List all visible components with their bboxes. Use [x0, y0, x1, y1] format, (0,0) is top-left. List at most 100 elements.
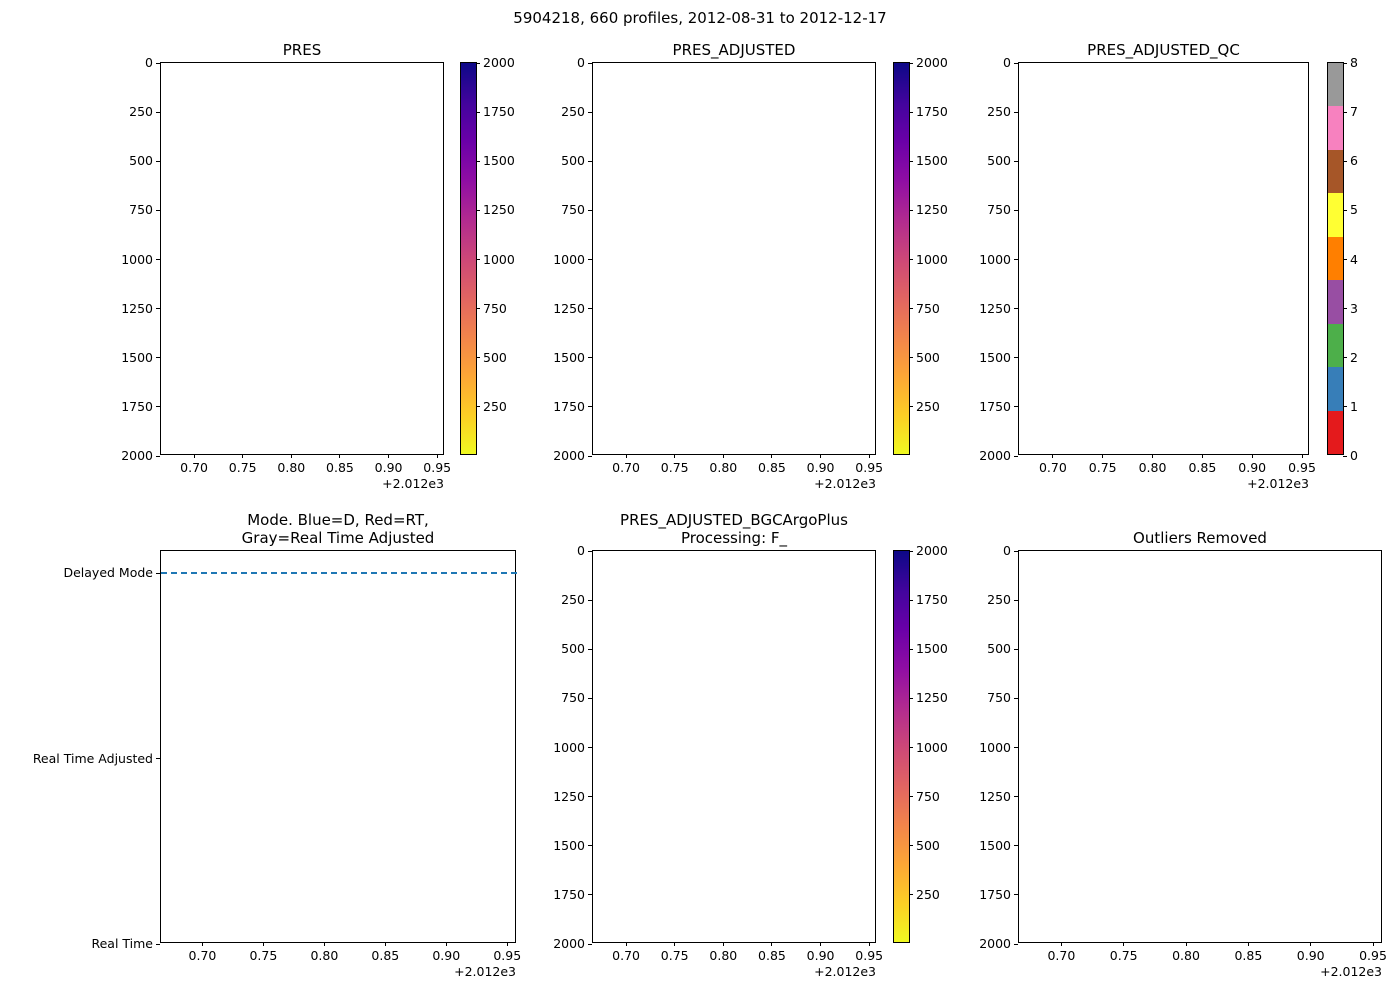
colorbar-tick-mark [476, 62, 480, 64]
y-tick-label: Real Time Adjusted [32, 750, 153, 766]
x-tick-label: 0.75 [228, 460, 257, 475]
x-tick-label: 0.85 [326, 460, 354, 475]
colorbar-tick-mark [909, 160, 913, 162]
y-tick-mark [588, 209, 592, 211]
x-tick-label: 0.90 [432, 948, 461, 963]
x-tick-mark [1201, 454, 1203, 458]
y-tick-label: 1250 [121, 300, 153, 316]
colorbar-tick-label: 500 [916, 837, 940, 853]
y-tick-mark [156, 406, 160, 408]
y-tick-label: 1500 [979, 837, 1011, 853]
y-tick-label: 250 [561, 104, 585, 120]
colorbar-tick-mark [1343, 62, 1347, 64]
x-tick-mark [771, 942, 773, 946]
y-tick-mark [156, 357, 160, 359]
x-tick-mark [201, 942, 203, 946]
colorbar-tick-mark [909, 648, 913, 650]
colorbar-tick-label: 1750 [916, 592, 948, 608]
colorbar-tick-label: 2000 [916, 543, 948, 558]
colorbar-pres-adjusted-bgc: 2000 1750 1500 1250 1000 750 500 250 [893, 543, 948, 943]
y-tick-label: 1750 [553, 886, 585, 902]
y-tick-label: 500 [987, 153, 1011, 169]
y-tick-mark [1014, 894, 1018, 896]
y-tick-mark [588, 308, 592, 310]
subplot-pres-adjusted-bgc-title: PRES_ADJUSTED_BGCArgoPlus Processing: F_ [592, 511, 876, 547]
y-tick-label: 500 [561, 641, 585, 657]
x-tick-mark [1247, 942, 1249, 946]
colorbar-tick-label: 500 [916, 349, 940, 365]
x-tick-label: 0.75 [660, 948, 689, 963]
colorbar-tick-label: 1250 [483, 202, 515, 218]
x-tick-label: 0.90 [1238, 460, 1267, 475]
colorbar-tick-label: 1500 [483, 153, 515, 169]
colorbar-tick-mark [909, 308, 913, 310]
colorbar-segment [1328, 236, 1343, 281]
x-tick-label: 0.80 [1138, 460, 1167, 475]
colorbar-tick-mark [476, 406, 480, 408]
y-tick-label: 2000 [121, 448, 153, 463]
colorbar-tick-mark [909, 796, 913, 798]
colorbar-tick-mark [476, 259, 480, 260]
y-tick-mark [156, 455, 160, 457]
colorbar-pres-adjusted: 2000 1750 1500 1250 1000 750 500 250 [893, 55, 948, 455]
colorbar-segment [1328, 367, 1343, 411]
y-tick-label: 250 [987, 592, 1011, 608]
x-tick-mark [625, 942, 627, 946]
subplot-pres-adjusted-axes: 0.70 0.75 0.80 0.85 0.90 0.95 +2.012e3 0 250 500 7… [553, 55, 883, 491]
x-tick-label: 0.95 [493, 948, 522, 963]
y-tick-mark [1014, 308, 1018, 310]
colorbar-tick-mark [476, 111, 480, 113]
colorbar-tick-mark [909, 209, 913, 211]
y-tick-label: 0 [1003, 55, 1011, 70]
y-tick-mark [1014, 111, 1018, 113]
y-tick-mark [588, 406, 592, 408]
y-tick-label: 2000 [553, 448, 585, 463]
x-tick-mark [262, 942, 264, 946]
colorbar-tick-label: 2000 [483, 55, 515, 70]
x-axis-offset-text: +2.012e3 [814, 476, 876, 491]
colorbar-tick-label: 7 [1350, 104, 1358, 120]
x-tick-mark [722, 942, 724, 946]
colorbar-tick-mark [1343, 357, 1347, 359]
y-tick-mark [156, 259, 160, 260]
y-tick-mark [1014, 357, 1018, 359]
y-tick-mark [1014, 160, 1018, 162]
figure-suptitle: 5904218, 660 profiles, 2012-08-31 to 201… [513, 9, 887, 27]
y-tick-label: 1500 [121, 349, 153, 365]
y-tick-label: 1750 [553, 398, 585, 414]
y-tick-mark [588, 747, 592, 748]
x-tick-label: 0.75 [249, 948, 278, 963]
colorbar-tick-label: 4 [1350, 251, 1358, 267]
y-tick-label: 1750 [121, 398, 153, 414]
x-tick-label: 0.90 [1296, 948, 1325, 963]
x-tick-mark [193, 454, 195, 458]
colorbar-tick-label: 750 [916, 788, 940, 804]
x-tick-mark [820, 454, 822, 458]
subplot-pres-title: PRES [160, 41, 444, 59]
x-tick-mark [384, 942, 386, 946]
x-tick-label: 0.70 [612, 460, 640, 475]
colorbar-tick-label: 1500 [916, 153, 948, 169]
x-tick-mark [674, 942, 676, 946]
colorbar-tick-label: 1250 [916, 202, 948, 218]
colorbar-tick-mark [1343, 455, 1347, 457]
y-tick-label: 1500 [979, 349, 1011, 365]
y-tick-mark [588, 455, 592, 457]
y-tick-label: 750 [129, 202, 153, 218]
colorbar-tick-label: 0 [1350, 448, 1358, 463]
y-tick-mark [1014, 747, 1018, 748]
x-tick-label: 0.90 [374, 460, 403, 475]
y-tick-label: 0 [145, 55, 153, 70]
x-tick-mark [674, 454, 676, 458]
x-tick-label: 0.90 [806, 460, 835, 475]
y-tick-label: 500 [987, 641, 1011, 657]
y-tick-mark [1014, 550, 1018, 552]
y-tick-mark [1014, 406, 1018, 408]
colorbar-tick-label: 500 [483, 349, 507, 365]
colorbar-tick-label: 1750 [483, 104, 515, 120]
y-tick-mark [588, 599, 592, 601]
subplot-mode-title-line: Gray=Real Time Adjusted [241, 529, 435, 547]
colorbar-tick-label: 1750 [916, 104, 948, 120]
subplot-outliers-removed-title: Outliers Removed [1018, 529, 1382, 547]
colorbar-segment [1328, 149, 1343, 194]
